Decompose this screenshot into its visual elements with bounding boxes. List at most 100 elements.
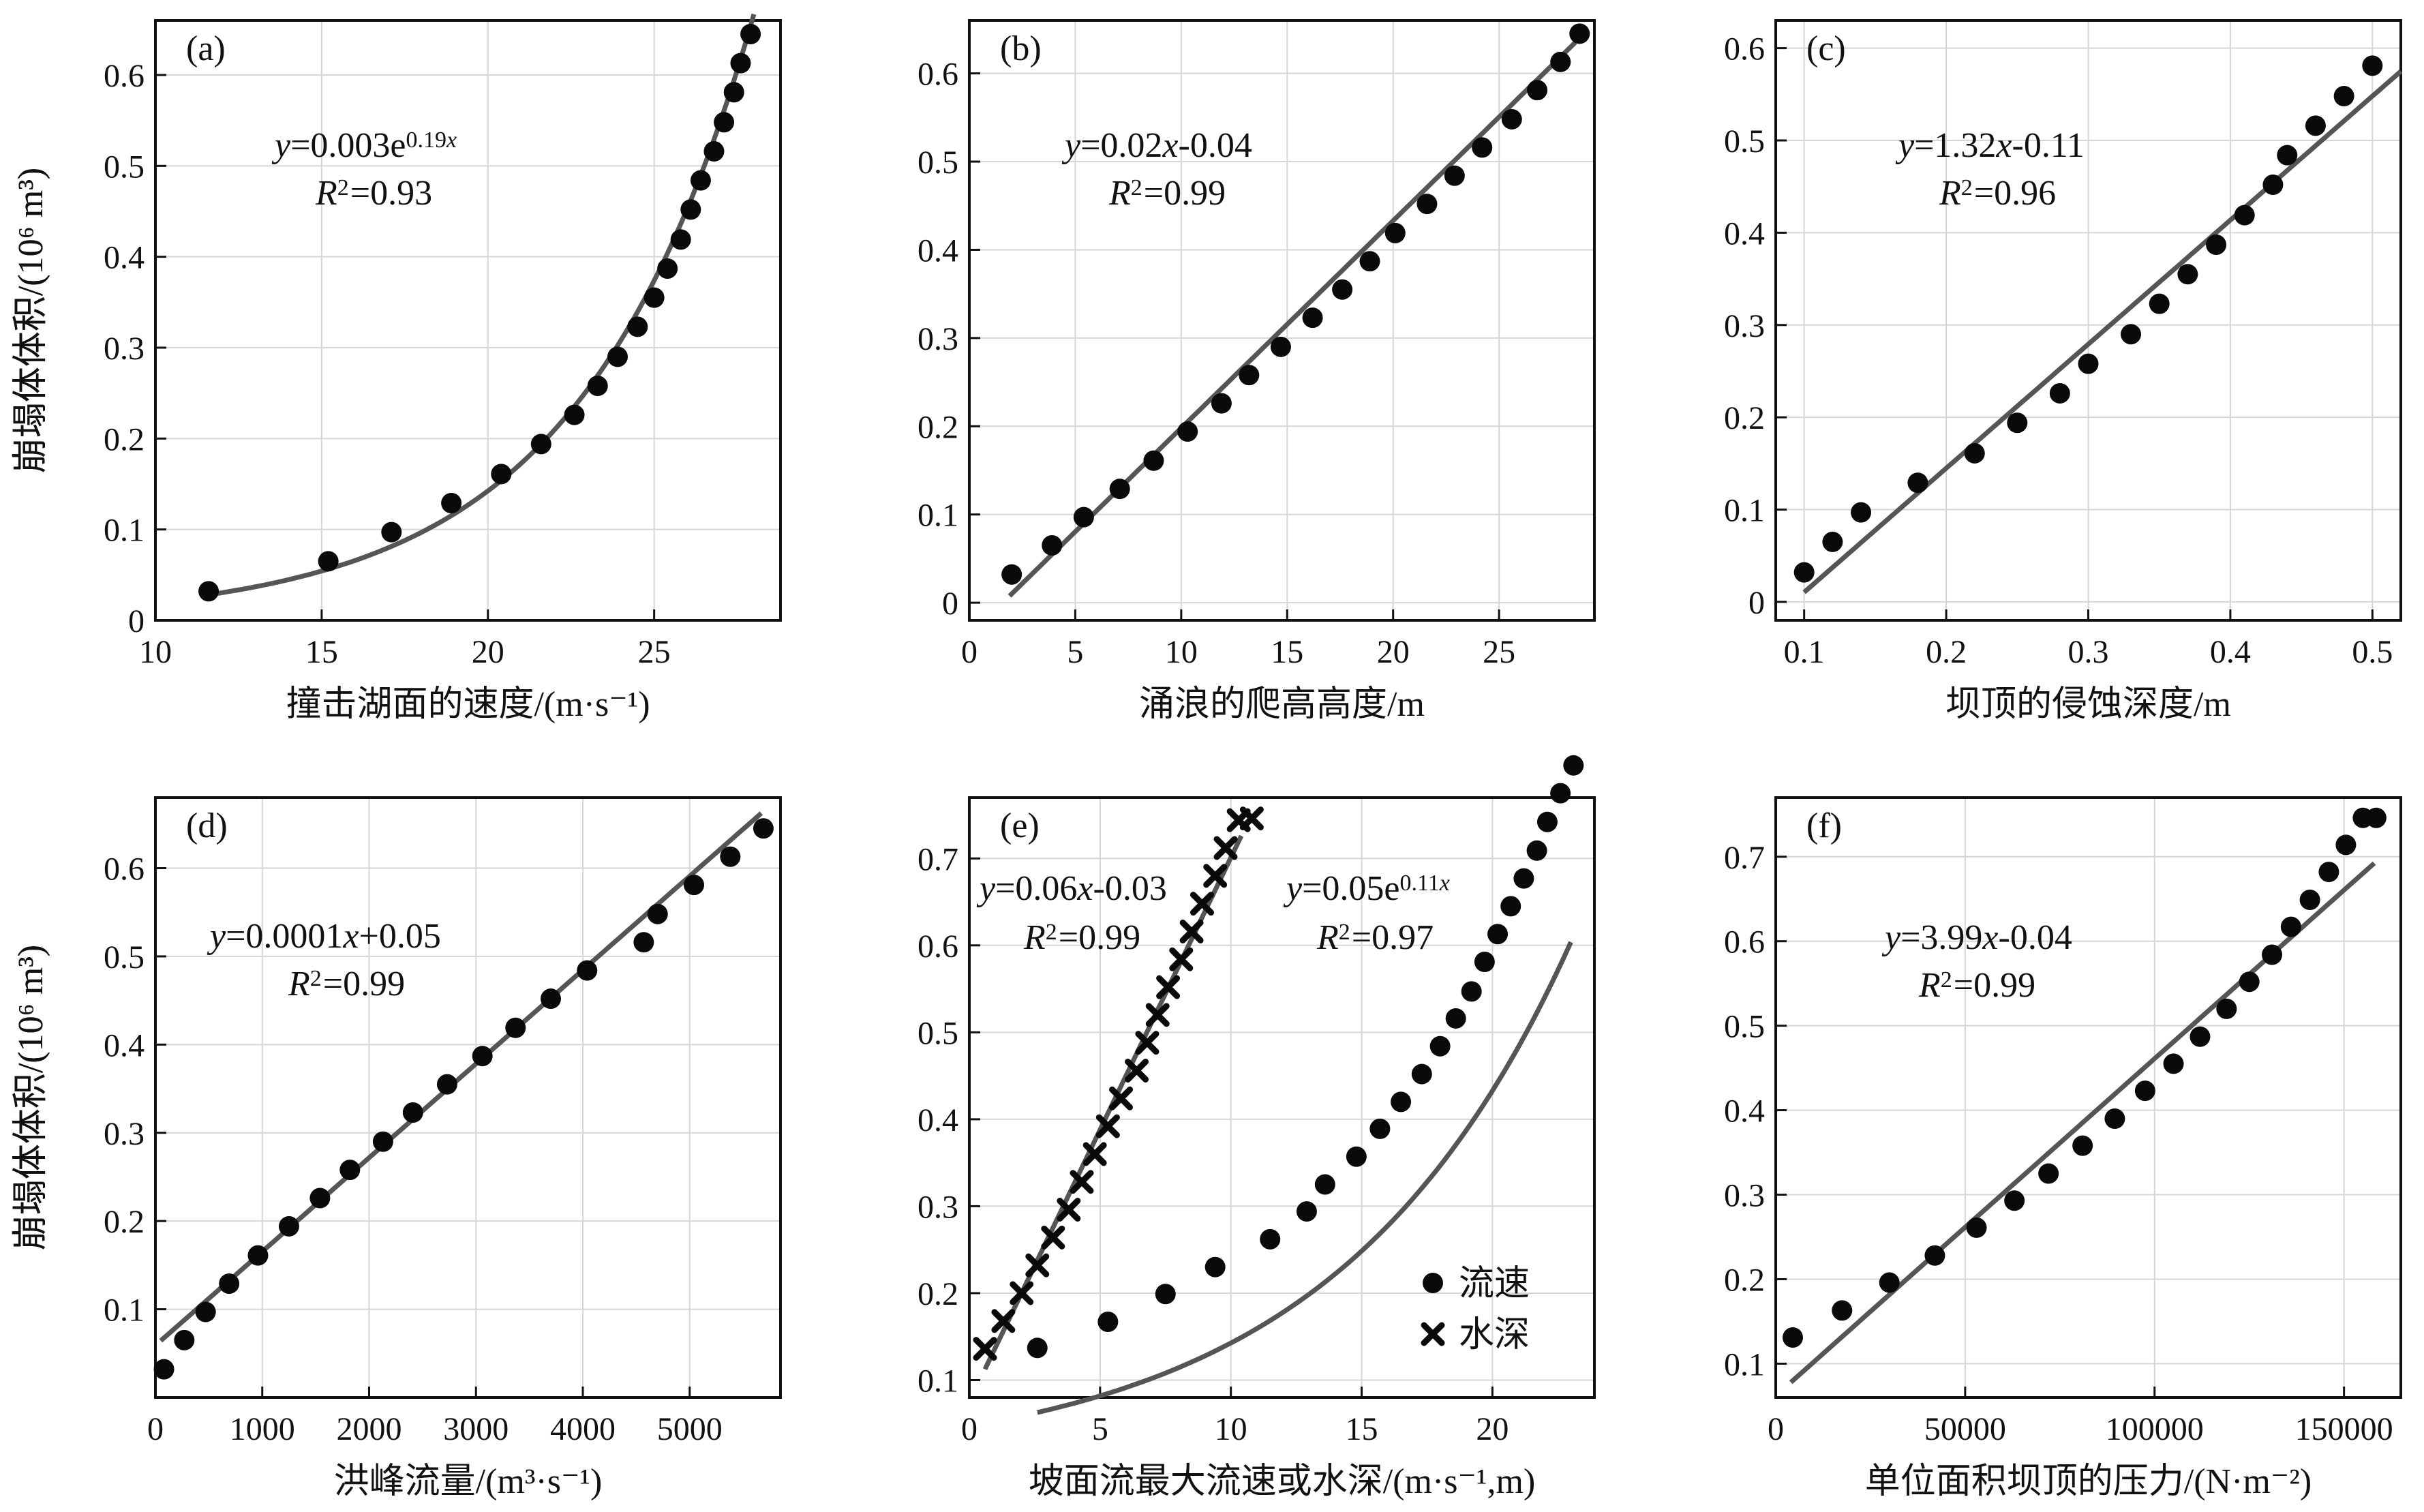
data-point bbox=[564, 404, 585, 425]
panel-d: 0 1000 2000 3000 4000 5000 0.1 0.2 0.3 0.4 0.5 0.6 (… bbox=[12, 796, 782, 1501]
data-point bbox=[372, 1131, 393, 1152]
y-tick-label: 0.5 bbox=[1724, 1009, 1765, 1045]
x-stroke bbox=[1135, 1031, 1160, 1055]
fit-equation: y=3.99x-0.04 bbox=[1881, 918, 2072, 957]
y-tick-label: 0.5 bbox=[104, 149, 145, 185]
y-tick-label: 0.2 bbox=[1724, 400, 1765, 436]
data-point-x bbox=[1239, 806, 1264, 831]
data-point bbox=[1001, 564, 1022, 585]
data-point bbox=[1500, 896, 1521, 917]
data-point bbox=[1314, 1174, 1335, 1195]
data-point bbox=[1526, 840, 1547, 861]
data-point bbox=[436, 1074, 457, 1095]
fit-r2: R2=0.96 bbox=[1939, 174, 2056, 213]
y-tick-label: 0.2 bbox=[104, 421, 145, 457]
y-tick-label: 0.7 bbox=[918, 841, 958, 877]
fit-equation: y=0.003e0.19x bbox=[271, 126, 457, 165]
x-tick-label: 1000 bbox=[230, 1411, 295, 1447]
x-stroke bbox=[1145, 1003, 1170, 1027]
axis-ticks: 0 5 10 15 20 0.1 0.2 0.3 0.4 0.5 0.6 0.7 bbox=[918, 841, 1509, 1447]
x-tick-label: 2000 bbox=[337, 1411, 402, 1447]
x-tick-label: 0 bbox=[961, 634, 978, 670]
data-point bbox=[2280, 916, 2301, 937]
y-tick-label: 0.4 bbox=[104, 240, 145, 276]
y-tick-label: 0.5 bbox=[918, 1015, 958, 1051]
data-point bbox=[530, 434, 551, 455]
x-tick-label: 0 bbox=[961, 1411, 978, 1447]
data-point bbox=[2134, 1080, 2155, 1102]
data-point bbox=[1211, 393, 1232, 414]
y-tick-label: 0.6 bbox=[1724, 31, 1765, 67]
x-stroke bbox=[1213, 836, 1238, 860]
data-point bbox=[278, 1215, 299, 1237]
fit-line-1 bbox=[208, 13, 757, 597]
data-point bbox=[2262, 174, 2284, 195]
data-point-x bbox=[1213, 836, 1238, 860]
plot-frame bbox=[154, 19, 782, 622]
data-point-x bbox=[1156, 975, 1181, 999]
data-point bbox=[680, 199, 701, 220]
x-tick-label: 100000 bbox=[2106, 1411, 2204, 1447]
data-point bbox=[247, 1245, 269, 1266]
axis-ticks: 0 1000 2000 3000 4000 5000 0.1 0.2 0.3 0.4 0.5 0.6 bbox=[104, 851, 723, 1447]
panel-a: 10 15 20 25 0 0.1 0.2 0.3 0.4 0.5 0.6 (a) y=0.003e0.… bbox=[12, 13, 782, 724]
data-point bbox=[1444, 165, 1465, 186]
data-point bbox=[1536, 811, 1558, 832]
panel-tag: (c) bbox=[1806, 29, 1846, 68]
data-point bbox=[1042, 535, 1063, 556]
y-tick-label: 0 bbox=[1748, 585, 1765, 621]
x-tick-label: 10 bbox=[1165, 634, 1198, 670]
data-point bbox=[1391, 1091, 1412, 1113]
data-point bbox=[1073, 506, 1094, 528]
y-axis-label: 崩塌体体积/(10⁶ m³) bbox=[12, 945, 50, 1250]
grid bbox=[155, 20, 781, 621]
data-point-x bbox=[1421, 1322, 1445, 1346]
data-point bbox=[2318, 862, 2339, 883]
data-point bbox=[1474, 952, 1495, 973]
data-point bbox=[2149, 293, 2170, 314]
data-point bbox=[720, 846, 741, 867]
panel-f: 0 50000 100000 1500000.10.20.30.40.50.60.7(… bbox=[12, 796, 2402, 1501]
data-point bbox=[1260, 1228, 1281, 1250]
data-point bbox=[2206, 234, 2227, 255]
fit-line-1 bbox=[1802, 69, 2403, 594]
y-tick-label: 0.3 bbox=[1724, 308, 1765, 344]
x-stroke bbox=[1095, 1114, 1120, 1138]
data-point bbox=[2239, 971, 2260, 993]
data-point-x bbox=[1169, 947, 1194, 971]
y-tick-label: 0.6 bbox=[104, 851, 145, 888]
series-1 bbox=[1001, 23, 1590, 585]
data-point bbox=[2216, 998, 2237, 1019]
plot-frame bbox=[154, 796, 782, 1399]
data-point-x bbox=[1179, 919, 1204, 943]
plot-frame bbox=[1774, 19, 2402, 622]
fit-r2: R2=0.99 bbox=[1023, 918, 1140, 957]
data-point bbox=[657, 258, 678, 279]
plot-frame bbox=[1774, 796, 2402, 1399]
data-point-x bbox=[1025, 1253, 1050, 1277]
data-point bbox=[1155, 1284, 1176, 1305]
x-tick-label: 20 bbox=[1377, 634, 1410, 670]
data-point bbox=[2277, 145, 2298, 166]
x-tick-label: 20 bbox=[1476, 1411, 1509, 1447]
series-1 bbox=[1783, 807, 2387, 1348]
data-point bbox=[2362, 55, 2383, 76]
x-tick-label: 10 bbox=[1215, 1411, 1247, 1447]
fit-line-1 bbox=[1008, 40, 1577, 598]
data-point bbox=[1793, 562, 1815, 583]
data-point bbox=[1924, 1245, 1945, 1266]
data-point bbox=[2305, 115, 2326, 136]
panel-e: 0 5 10 15 20 0.1 0.2 0.3 0.4 0.5 0.6 0.7 (e) y=0.06x-… bbox=[12, 755, 1596, 1501]
y-tick-label: 0.3 bbox=[104, 331, 145, 367]
legend-label: 流速 bbox=[1459, 1265, 1530, 1303]
x-stroke bbox=[1190, 892, 1214, 916]
data-point bbox=[1822, 531, 1843, 552]
data-point bbox=[1346, 1146, 1367, 1167]
data-point-x bbox=[1082, 1142, 1107, 1166]
data-point bbox=[1783, 1327, 1804, 1348]
data-point-x bbox=[1190, 892, 1214, 916]
data-point bbox=[1461, 981, 1482, 1002]
data-point bbox=[505, 1017, 526, 1038]
data-point bbox=[1550, 51, 1571, 72]
